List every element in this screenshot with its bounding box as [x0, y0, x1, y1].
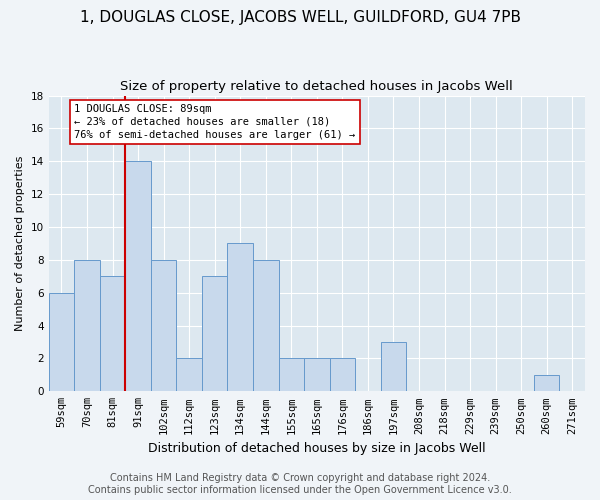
Bar — [304, 358, 329, 392]
Text: 1, DOUGLAS CLOSE, JACOBS WELL, GUILDFORD, GU4 7PB: 1, DOUGLAS CLOSE, JACOBS WELL, GUILDFORD… — [79, 10, 521, 25]
Bar — [253, 260, 278, 392]
Bar — [100, 276, 125, 392]
Y-axis label: Number of detached properties: Number of detached properties — [15, 156, 25, 331]
Title: Size of property relative to detached houses in Jacobs Well: Size of property relative to detached ho… — [121, 80, 513, 93]
Bar — [534, 375, 559, 392]
Text: 1 DOUGLAS CLOSE: 89sqm
← 23% of detached houses are smaller (18)
76% of semi-det: 1 DOUGLAS CLOSE: 89sqm ← 23% of detached… — [74, 104, 355, 140]
Bar — [151, 260, 176, 392]
Bar — [329, 358, 355, 392]
X-axis label: Distribution of detached houses by size in Jacobs Well: Distribution of detached houses by size … — [148, 442, 485, 455]
Text: Contains HM Land Registry data © Crown copyright and database right 2024.
Contai: Contains HM Land Registry data © Crown c… — [88, 474, 512, 495]
Bar — [202, 276, 227, 392]
Bar — [380, 342, 406, 392]
Bar — [227, 244, 253, 392]
Bar — [278, 358, 304, 392]
Bar — [74, 260, 100, 392]
Bar — [125, 162, 151, 392]
Bar — [49, 292, 74, 392]
Bar — [176, 358, 202, 392]
